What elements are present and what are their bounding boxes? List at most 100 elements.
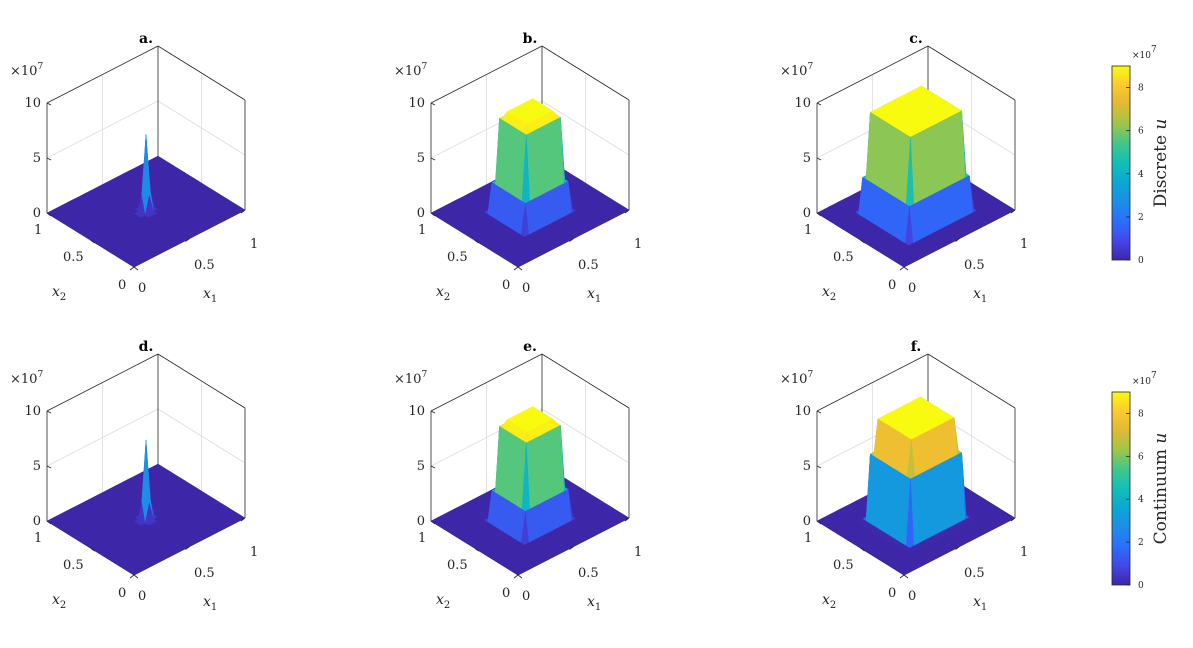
x-tick-label: 0.5: [194, 258, 215, 273]
y-tick-label: 0: [118, 278, 126, 293]
x-axis: [46, 517, 246, 579]
x-axis: [816, 517, 1016, 579]
panel-title: d.: [139, 339, 154, 355]
z-tick-label: 5: [803, 151, 811, 166]
y-axis-label: x2: [822, 284, 836, 303]
z-tick-label: 0: [417, 514, 425, 529]
colorbar-tick-label: 6: [1138, 452, 1144, 462]
x-tick-label: 0: [522, 589, 530, 604]
surface-plot-a: 0 5 10 ×107 0 0.5 1 x1 1 0.5 0 x2 a.: [10, 31, 258, 305]
y-tick-label: 1: [804, 531, 812, 546]
colorbar-label: Discrete u: [1151, 119, 1171, 208]
y-axis-label: x2: [822, 592, 836, 611]
y-tick-label: 1: [34, 223, 42, 238]
z-tick-label: 10: [794, 96, 811, 111]
x-tick-label: 0.5: [194, 566, 215, 581]
z-tick-label: 5: [33, 151, 41, 166]
colorbar-multiplier: ×107: [1132, 371, 1157, 387]
y-tick-label: 0.5: [447, 250, 468, 265]
z-multiplier-label: ×107: [10, 370, 43, 387]
colorbar-tick-label: 8: [1138, 84, 1144, 94]
y-axis-label: x2: [52, 284, 66, 303]
panel-title: c.: [909, 31, 922, 47]
panel-title: e.: [523, 339, 537, 355]
z-tick-label: 5: [33, 459, 41, 474]
z-tick-label: 10: [24, 96, 41, 111]
y-tick-label: 0.5: [833, 250, 854, 265]
z-tick-label: 0: [803, 514, 811, 529]
z-tick-label: 0: [33, 206, 41, 221]
x-tick-label: 0.5: [964, 566, 985, 581]
x-axis: [816, 209, 1016, 271]
colorbar-tick-label: 2: [1138, 213, 1144, 223]
colorbar-continuum: 0 2 4 6 8 ×107 Continuum u: [1111, 371, 1171, 591]
colorbar-label: Continuum u: [1151, 433, 1171, 545]
surface-plot-f: 0 5 10 ×107 0 0.5 1 x1 1 0.5 0 x2 f.: [780, 339, 1028, 613]
x-axis: [430, 209, 630, 271]
z-multiplier-label: ×107: [780, 62, 813, 79]
z-multiplier-label: ×107: [394, 62, 427, 79]
surface: [46, 134, 246, 268]
surface-plot-c: 0 5 10 ×107 0 0.5 1 x1 1 0.5 0 x2 c.: [780, 31, 1028, 305]
y-axis-label: x2: [436, 284, 450, 303]
x-tick-label: 0: [908, 281, 916, 296]
z-tick-label: 5: [803, 459, 811, 474]
colorbar-tick-label: 4: [1138, 170, 1144, 180]
z-tick-label: 0: [803, 206, 811, 221]
x-axis-label: x1: [203, 594, 217, 613]
z-multiplier-label: ×107: [780, 370, 813, 387]
y-tick-label: 0: [888, 278, 896, 293]
y-tick-label: 1: [418, 531, 426, 546]
colorbar-gradient: [1111, 65, 1131, 261]
surface-plot-e: 0 5 10 ×107 0 0.5 1 x1 1 0.5 0 x2 e.: [394, 339, 642, 613]
x-tick-label: 1: [1020, 545, 1028, 560]
colorbar-multiplier: ×107: [1132, 45, 1157, 61]
x-tick-label: 0: [138, 589, 146, 604]
y-tick-label: 1: [418, 223, 426, 238]
z-tick-label: 10: [24, 404, 41, 419]
x-axis-label: x1: [587, 286, 601, 305]
colorbar-tick-label: 6: [1138, 127, 1144, 137]
z-tick-label: 10: [794, 404, 811, 419]
colorbar-discrete: 0 2 4 6 8 ×107 Discrete u: [1111, 45, 1171, 266]
colorbar-tick-label: 4: [1138, 495, 1144, 505]
y-tick-label: 0: [888, 586, 896, 601]
x-axis-label: x1: [203, 286, 217, 305]
surface: [46, 440, 246, 576]
colorbar-tick-label: 0: [1138, 581, 1144, 591]
surface-plot-d: 0 5 10 ×107 0 0.5 1 x1 1 0.5 0 x2 d.: [10, 339, 258, 613]
x-tick-label: 1: [634, 237, 642, 252]
x-tick-label: 1: [250, 237, 258, 252]
z-tick-label: 10: [408, 404, 425, 419]
x-tick-label: 0.5: [578, 566, 599, 581]
panel-title: a.: [139, 31, 153, 47]
z-tick-label: 10: [408, 96, 425, 111]
y-tick-label: 0: [502, 278, 510, 293]
surface-plot-b: 0 5 10 ×107 0 0.5 1 x1 1 0.5 0 x2 b.: [394, 31, 642, 305]
z-tick-label: 5: [417, 151, 425, 166]
x-tick-label: 1: [634, 545, 642, 560]
x-tick-label: 0: [522, 281, 530, 296]
y-axis-label: x2: [436, 592, 450, 611]
panel-title: b.: [523, 31, 538, 47]
z-multiplier-label: ×107: [394, 370, 427, 387]
y-tick-label: 0.5: [833, 558, 854, 573]
surface: [430, 406, 630, 576]
x-axis: [46, 209, 246, 271]
y-tick-label: 0: [502, 586, 510, 601]
x-tick-label: 0.5: [964, 258, 985, 273]
x-tick-label: 1: [250, 545, 258, 560]
z-tick-label: 0: [33, 514, 41, 529]
surface: [816, 85, 1016, 268]
colorbar-tick-label: 2: [1138, 538, 1144, 548]
z-tick-label: 0: [417, 206, 425, 221]
y-tick-label: 0.5: [63, 250, 84, 265]
y-tick-label: 0: [118, 586, 126, 601]
y-axis-label: x2: [52, 592, 66, 611]
colorbar-gradient: [1111, 391, 1131, 586]
surface: [430, 98, 630, 268]
y-tick-label: 0.5: [63, 558, 84, 573]
x-tick-label: 1: [1020, 237, 1028, 252]
y-tick-label: 1: [34, 531, 42, 546]
